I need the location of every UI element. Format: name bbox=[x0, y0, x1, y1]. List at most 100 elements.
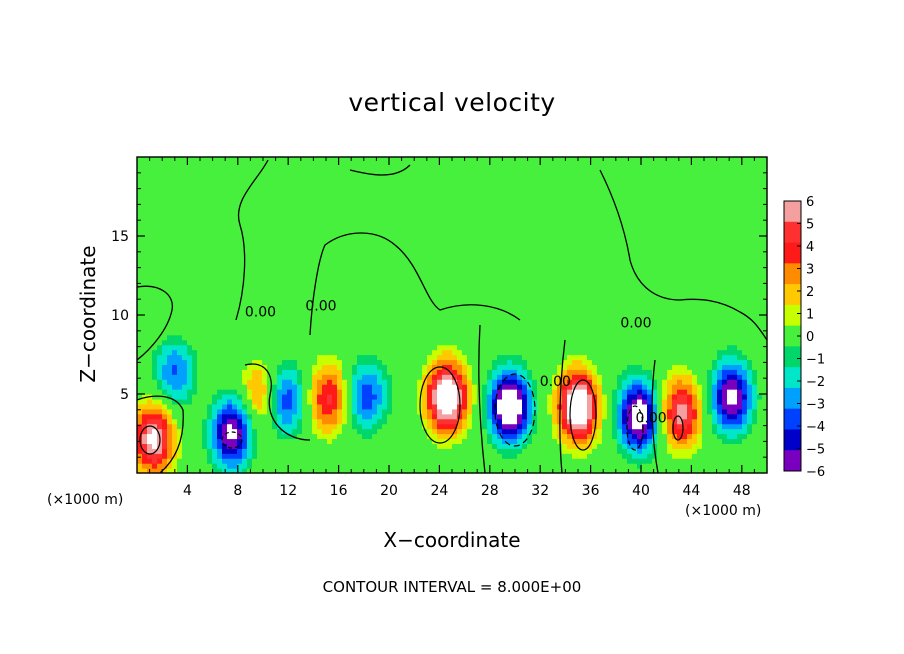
heatmap-cell bbox=[447, 468, 453, 474]
heatmap-cell bbox=[397, 324, 403, 331]
heatmap-cell bbox=[407, 196, 413, 203]
heatmap-cell bbox=[247, 428, 253, 435]
heatmap-cell bbox=[517, 408, 523, 415]
heatmap-cell bbox=[282, 176, 288, 183]
heatmap-cell bbox=[367, 374, 373, 380]
heatmap-cell bbox=[467, 438, 473, 444]
heatmap-cell bbox=[252, 310, 258, 316]
heatmap-cell bbox=[227, 364, 233, 370]
heatmap-cell bbox=[467, 433, 473, 440]
heatmap-cell bbox=[227, 389, 233, 395]
heatmap-cell bbox=[312, 379, 318, 385]
heatmap-cell bbox=[447, 300, 453, 306]
heatmap-cell bbox=[497, 324, 503, 331]
heatmap-cell bbox=[207, 418, 213, 425]
heatmap-cell bbox=[307, 423, 313, 430]
heatmap-cell bbox=[322, 171, 328, 178]
heatmap-cell bbox=[472, 315, 478, 321]
heatmap-cell bbox=[192, 275, 198, 282]
heatmap-cell bbox=[252, 379, 258, 385]
heatmap-cell bbox=[372, 265, 378, 272]
heatmap-cell bbox=[302, 226, 308, 232]
heatmap-cell bbox=[167, 221, 173, 227]
heatmap-cell bbox=[397, 265, 403, 272]
heatmap-cell bbox=[407, 295, 413, 301]
heatmap-cell bbox=[372, 418, 378, 425]
heatmap-cell bbox=[372, 196, 378, 203]
heatmap-cell bbox=[227, 275, 233, 282]
heatmap-cell bbox=[462, 211, 468, 217]
heatmap-cell bbox=[427, 423, 433, 430]
heatmap-cell bbox=[457, 166, 463, 173]
heatmap-cell bbox=[402, 394, 408, 400]
heatmap-cell bbox=[462, 359, 468, 365]
heatmap-cell bbox=[442, 418, 448, 425]
heatmap-cell bbox=[252, 398, 258, 405]
heatmap-cell bbox=[177, 250, 183, 257]
heatmap-cell bbox=[332, 260, 338, 267]
heatmap-cell bbox=[332, 369, 338, 375]
heatmap-cell bbox=[432, 166, 438, 173]
heatmap-cell bbox=[362, 280, 368, 286]
heatmap-cell bbox=[392, 206, 398, 212]
heatmap-cell bbox=[312, 468, 318, 474]
heatmap-cell bbox=[372, 344, 378, 351]
heatmap-cell bbox=[317, 186, 323, 193]
heatmap-cell bbox=[522, 236, 528, 242]
heatmap-cell bbox=[297, 319, 303, 326]
heatmap-cell bbox=[217, 334, 223, 341]
heatmap-cell bbox=[442, 384, 448, 390]
heatmap-cell bbox=[227, 285, 233, 291]
heatmap-cell bbox=[192, 443, 198, 449]
heatmap-cell bbox=[247, 418, 253, 425]
heatmap-cell bbox=[462, 354, 468, 361]
heatmap-cell bbox=[462, 433, 468, 440]
heatmap-cell bbox=[492, 319, 498, 326]
heatmap-cell bbox=[482, 443, 488, 449]
heatmap-cell bbox=[452, 265, 458, 272]
heatmap-cell bbox=[327, 354, 333, 361]
heatmap-cell bbox=[222, 359, 228, 365]
heatmap-cell bbox=[337, 236, 343, 242]
heatmap-cell bbox=[367, 384, 373, 390]
heatmap-cell bbox=[432, 236, 438, 242]
heatmap-cell bbox=[142, 161, 148, 168]
heatmap-cell bbox=[337, 349, 343, 356]
heatmap-cell bbox=[187, 339, 193, 346]
heatmap-cell bbox=[472, 310, 478, 316]
heatmap-cell bbox=[432, 468, 438, 474]
heatmap-cell bbox=[292, 443, 298, 449]
heatmap-cell bbox=[517, 418, 523, 425]
heatmap-cell bbox=[372, 221, 378, 227]
heatmap-cell bbox=[277, 443, 283, 449]
heatmap-cell bbox=[372, 260, 378, 267]
heatmap-cell bbox=[522, 418, 528, 425]
heatmap-cell bbox=[237, 319, 243, 326]
heatmap-cell bbox=[507, 157, 513, 163]
heatmap-cell bbox=[467, 176, 473, 183]
heatmap-cell bbox=[432, 329, 438, 336]
heatmap-cell bbox=[457, 305, 463, 311]
heatmap-cell bbox=[187, 349, 193, 356]
heatmap-cell bbox=[477, 423, 483, 430]
heatmap-cell bbox=[492, 379, 498, 385]
heatmap-cell bbox=[462, 379, 468, 385]
heatmap-cell bbox=[252, 374, 258, 380]
heatmap-cell bbox=[192, 290, 198, 296]
heatmap-cell bbox=[397, 171, 403, 178]
heatmap-cell bbox=[482, 290, 488, 296]
heatmap-cell bbox=[317, 275, 323, 282]
heatmap-cell bbox=[292, 423, 298, 430]
heatmap-cell bbox=[382, 389, 388, 395]
heatmap-cell bbox=[142, 315, 148, 321]
heatmap-cell bbox=[192, 216, 198, 222]
heatmap-cell bbox=[182, 364, 188, 370]
heatmap-cell bbox=[207, 226, 213, 232]
heatmap-cell bbox=[207, 458, 213, 464]
heatmap-cell bbox=[352, 413, 358, 420]
heatmap-cell bbox=[352, 443, 358, 449]
heatmap-cell bbox=[242, 374, 248, 380]
heatmap-cell bbox=[182, 423, 188, 430]
heatmap-cell bbox=[177, 374, 183, 380]
heatmap-cell bbox=[462, 166, 468, 173]
